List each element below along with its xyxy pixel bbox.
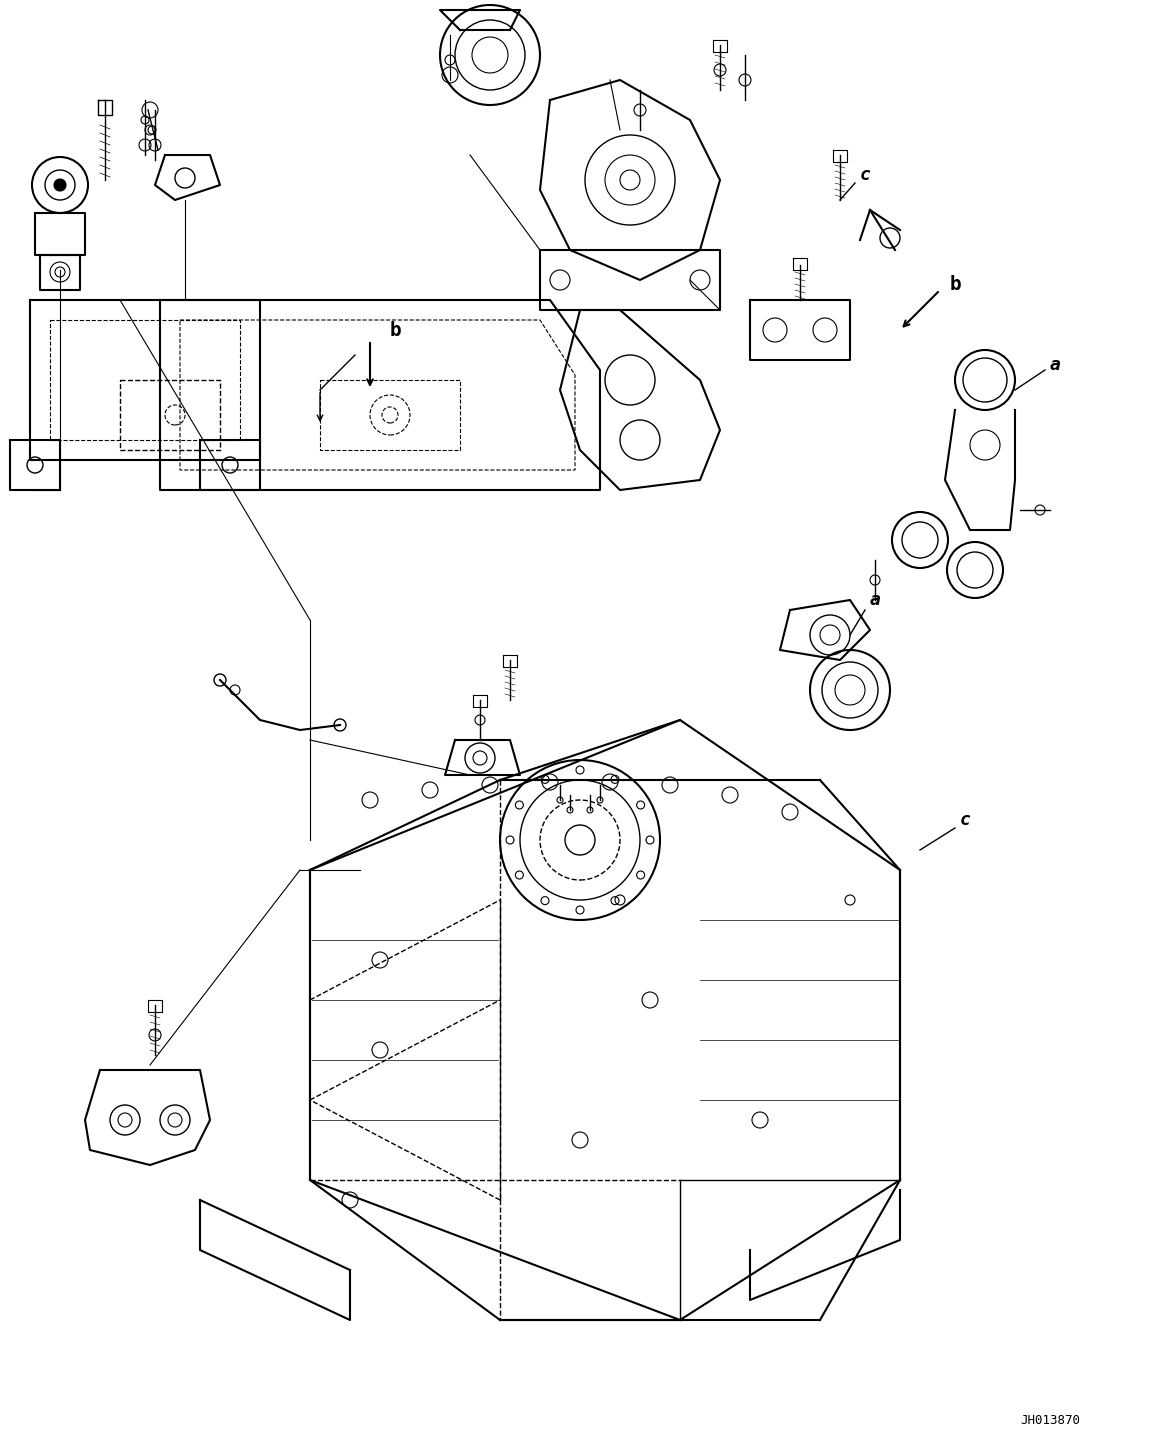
Circle shape [53,179,66,192]
Text: JH013870: JH013870 [1020,1414,1080,1427]
Text: b: b [950,275,962,294]
Text: a: a [870,591,880,610]
Text: a: a [1050,356,1061,375]
Text: c: c [959,811,971,829]
Text: c: c [859,166,871,184]
Text: b: b [390,320,401,340]
